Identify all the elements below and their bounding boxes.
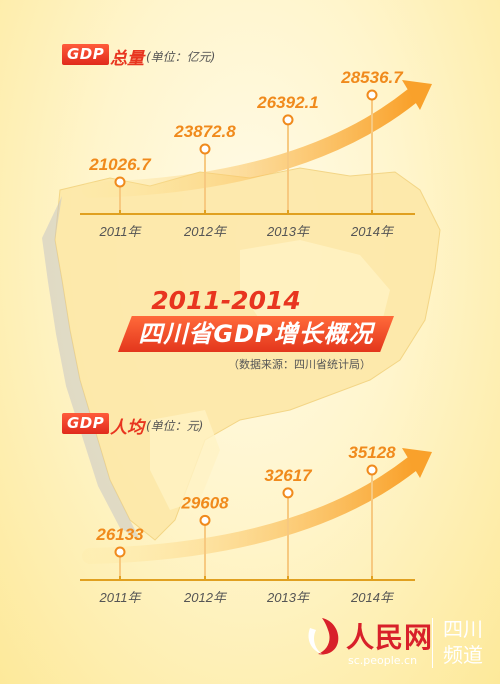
data-point-0-1 — [199, 143, 211, 155]
data-label-1-3: 35128 — [348, 443, 396, 462]
trend-arrowhead-1 — [402, 448, 432, 478]
x-tick-label-1-0: 2011年 — [99, 590, 143, 605]
trend-arrowhead-0 — [402, 80, 432, 110]
data-source: （数据来源：四川省统计局） — [228, 358, 371, 371]
data-point-0-3 — [366, 89, 378, 101]
people-daily-logo: 人民网 sc.people.cn 四川频道 — [300, 614, 490, 674]
x-tick-label-0-2: 2013年 — [266, 224, 311, 239]
data-point-1-1 — [199, 514, 211, 526]
x-tick-label-1-1: 2012年 — [183, 590, 228, 605]
section-title-total: 总量 — [110, 49, 144, 69]
unit-label-total: (单位：亿元) — [146, 50, 216, 64]
x-tick-label-0-1: 2012年 — [183, 224, 228, 239]
data-point-1-0 — [114, 546, 126, 558]
data-point-0-2 — [282, 114, 294, 126]
logo-name: 人民网 — [346, 621, 434, 654]
data-point-1-3 — [366, 464, 378, 476]
year-range: 2011-2014 — [151, 286, 301, 315]
data-label-0-2: 26392.1 — [256, 93, 318, 112]
x-tick-label-1-2: 2013年 — [266, 590, 311, 605]
logo-divider — [432, 618, 433, 668]
data-label-1-0: 26133 — [95, 525, 144, 544]
gdp-badge-per-capita: GDP — [62, 413, 110, 434]
data-label-0-3: 28536.7 — [340, 68, 404, 87]
gdp-badge-total: GDP — [62, 44, 110, 65]
x-tick-label-0-3: 2014年 — [350, 224, 395, 239]
logo-region: 四川频道 — [443, 617, 483, 667]
trend-arrow-0 — [82, 88, 420, 198]
data-point-0-0 — [114, 176, 126, 188]
data-label-0-1: 23872.8 — [173, 122, 236, 141]
data-label-1-2: 32617 — [264, 466, 313, 485]
unit-label-per-capita: (单位：元) — [146, 419, 204, 433]
logo-mark-icon — [308, 618, 339, 655]
logo-url: sc.people.cn — [348, 654, 418, 667]
data-label-0-0: 21026.7 — [88, 155, 152, 174]
data-point-1-2 — [282, 487, 294, 499]
data-label-1-1: 29608 — [180, 493, 229, 512]
x-tick-label-0-0: 2011年 — [99, 224, 143, 239]
trend-arrow-1 — [82, 456, 420, 564]
section-title-per-capita: 人均 — [110, 418, 144, 438]
x-tick-label-1-3: 2014年 — [350, 590, 395, 605]
main-title: 四川省GDP增长概况 — [118, 316, 394, 352]
